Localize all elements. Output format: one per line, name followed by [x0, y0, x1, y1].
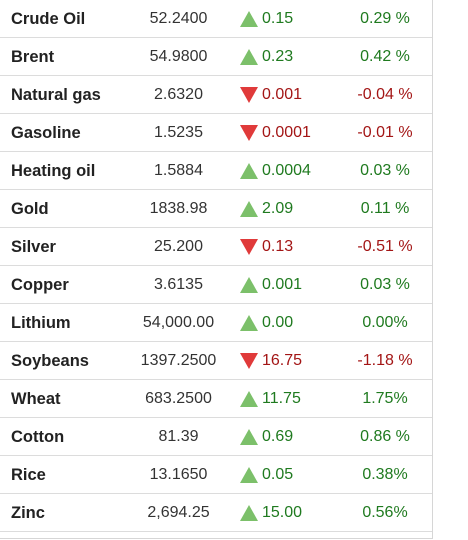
row-divider — [0, 455, 432, 456]
commodity-price: 1.5235 — [154, 124, 203, 141]
percent-change: 0.00% — [362, 314, 408, 331]
triangle-up-icon — [240, 277, 258, 293]
commodity-name[interactable]: Gold — [11, 200, 49, 218]
commodity-price: 81.39 — [158, 428, 199, 445]
table-row[interactable]: Cotton 81.39 0.69 0.86 % — [0, 418, 432, 456]
price-change: 0.001 — [262, 86, 303, 103]
triangle-up-icon — [240, 49, 258, 65]
triangle-up-icon — [240, 11, 258, 27]
table-row[interactable]: Copper 3.6135 0.001 0.03 % — [0, 266, 432, 304]
row-divider — [0, 37, 432, 38]
row-divider — [0, 265, 432, 266]
percent-change: -1.18 % — [357, 352, 413, 369]
commodity-name[interactable]: Lithium — [11, 314, 71, 332]
price-change: 0.0004 — [262, 162, 311, 179]
table-row[interactable]: Natural gas 2.6320 0.001 -0.04 % — [0, 76, 432, 114]
percent-change: 0.03 % — [360, 276, 410, 293]
triangle-down-icon — [240, 125, 258, 141]
commodity-price: 3.6135 — [154, 276, 203, 293]
percent-change: 0.86 % — [360, 428, 410, 445]
table-row[interactable]: Zinc 2,694.25 15.00 0.56% — [0, 494, 432, 532]
percent-change: -0.51 % — [357, 238, 413, 255]
price-change: 0.05 — [262, 466, 294, 483]
row-divider — [0, 417, 432, 418]
commodity-name[interactable]: Crude Oil — [11, 10, 86, 28]
row-divider — [0, 341, 432, 342]
table-row[interactable]: Soybeans 1397.2500 16.75 -1.18 % — [0, 342, 432, 380]
price-change: 16.75 — [262, 352, 303, 369]
table-row[interactable]: Rice 13.1650 0.05 0.38% — [0, 456, 432, 494]
triangle-down-icon — [240, 353, 258, 369]
row-divider — [0, 75, 432, 76]
commodity-name[interactable]: Heating oil — [11, 162, 96, 180]
percent-change: 0.03 % — [360, 162, 410, 179]
commodity-price: 13.1650 — [149, 466, 208, 483]
row-divider — [0, 303, 432, 304]
row-divider — [0, 531, 432, 532]
row-divider — [0, 189, 432, 190]
commodity-name[interactable]: Silver — [11, 238, 56, 256]
price-change: 0.0001 — [262, 124, 311, 141]
table-row[interactable]: Silver 25.200 0.13 -0.51 % — [0, 228, 432, 266]
table-row[interactable]: Heating oil 1.5884 0.0004 0.03 % — [0, 152, 432, 190]
row-divider — [0, 113, 432, 114]
commodity-name[interactable]: Natural gas — [11, 86, 101, 104]
percent-change: 0.56% — [362, 504, 408, 521]
row-divider — [0, 227, 432, 228]
price-change: 15.00 — [262, 504, 303, 521]
commodity-price: 1397.2500 — [140, 352, 217, 369]
commodity-price: 25.200 — [154, 238, 203, 255]
price-change: 0.23 — [262, 48, 294, 65]
commodity-price: 683.2500 — [145, 390, 212, 407]
triangle-up-icon — [240, 391, 258, 407]
commodity-price: 1.5884 — [154, 162, 203, 179]
price-change: 11.75 — [262, 390, 301, 407]
commodity-price: 54.9800 — [149, 48, 208, 65]
triangle-up-icon — [240, 201, 258, 217]
price-change: 0.001 — [262, 276, 303, 293]
commodity-name[interactable]: Gasoline — [11, 124, 81, 142]
percent-change: -0.04 % — [357, 86, 413, 103]
triangle-down-icon — [240, 239, 258, 255]
price-change: 0.13 — [262, 238, 294, 255]
triangle-up-icon — [240, 467, 258, 483]
price-change: 0.15 — [262, 10, 294, 27]
table-row[interactable]: Wheat 683.2500 11.75 1.75% — [0, 380, 432, 418]
commodity-name[interactable]: Wheat — [11, 390, 61, 408]
commodity-price: 1838.98 — [149, 200, 208, 217]
commodity-price: 52.2400 — [149, 10, 208, 27]
commodity-price: 2.6320 — [154, 86, 203, 103]
price-change: 0.69 — [262, 428, 294, 445]
percent-change: 0.11 % — [360, 200, 410, 217]
row-divider — [0, 151, 432, 152]
commodity-name[interactable]: Cotton — [11, 428, 65, 446]
row-divider — [0, 493, 432, 494]
triangle-up-icon — [240, 163, 258, 179]
triangle-down-icon — [240, 87, 258, 103]
commodity-table: Crude Oil 52.2400 0.15 0.29 % Brent 54.9800 0.… — [0, 0, 433, 539]
table-row[interactable]: Crude Oil 52.2400 0.15 0.29 % — [0, 0, 432, 38]
commodity-name[interactable]: Brent — [11, 48, 55, 66]
triangle-up-icon — [240, 505, 258, 521]
price-change: 0.00 — [262, 314, 294, 331]
commodity-name[interactable]: Zinc — [11, 504, 45, 522]
commodity-name[interactable]: Soybeans — [11, 352, 89, 370]
percent-change: 1.75% — [362, 390, 408, 407]
percent-change: 0.29 % — [360, 10, 410, 27]
triangle-up-icon — [240, 315, 258, 331]
percent-change: -0.01 % — [357, 124, 413, 141]
table-row[interactable]: Lithium 54,000.00 0.00 0.00% — [0, 304, 432, 342]
percent-change: 0.38% — [362, 466, 408, 483]
table-row[interactable]: Brent 54.9800 0.23 0.42 % — [0, 38, 432, 76]
row-divider — [0, 379, 432, 380]
commodity-name[interactable]: Rice — [11, 466, 46, 484]
commodity-price: 2,694.25 — [147, 504, 210, 521]
percent-change: 0.42 % — [360, 48, 410, 65]
commodity-price: 54,000.00 — [142, 314, 215, 331]
table-row[interactable]: Gasoline 1.5235 0.0001 -0.01 % — [0, 114, 432, 152]
price-change: 2.09 — [262, 200, 294, 217]
commodity-name[interactable]: Copper — [11, 276, 69, 294]
triangle-up-icon — [240, 429, 258, 445]
table-row[interactable]: Gold 1838.98 2.09 0.11 % — [0, 190, 432, 228]
